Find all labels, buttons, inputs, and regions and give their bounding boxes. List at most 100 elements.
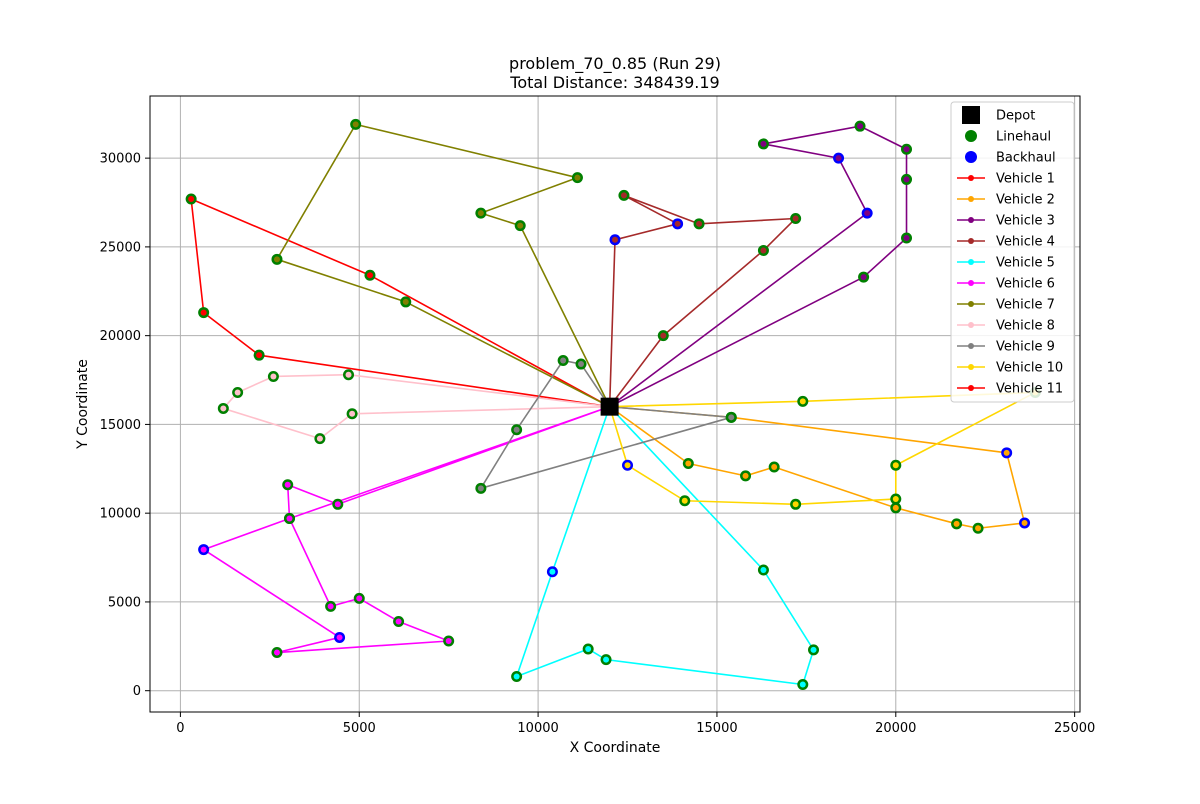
legend-route-marker [968,259,974,265]
legend-label: Vehicle 1 [996,172,1055,187]
vehicle-5-stop-marker [513,673,520,680]
y-tick-label: 5000 [108,595,141,610]
vehicle-1-stop-marker [200,309,207,316]
vehicle-5-stop-marker [549,568,556,575]
vehicle-1-route-line [190,198,611,408]
vehicle-7-stop-marker [273,256,280,263]
vehicle-4-stop-marker [792,215,799,222]
vehicle-5-stop-marker [585,645,592,652]
legend-linehaul-marker [965,130,977,142]
vehicle-4-stop-marker [612,236,618,243]
vehicle-8-route-line [222,373,610,440]
vehicle-4-stop-marker [760,247,767,254]
legend: Depot Linehaul Backhaul Vehicle 1 Vehicle 2 V… [950,101,1075,403]
vehicle-9-stop-marker [477,485,484,492]
legend-route-marker [968,385,974,391]
vehicle-7-stop-marker [402,298,409,305]
y-tick-label: 15000 [100,418,141,433]
vehicle-10-stop-marker [892,495,899,502]
vehicle-4-stop-marker [674,220,681,227]
vehicle-9-stop-marker [513,426,520,433]
legend-route-marker [968,196,974,202]
vehicle-4-stop-marker [620,192,627,199]
legend-label: Vehicle 7 [996,298,1055,313]
depot-layer [600,397,619,416]
vehicle-5-stop-marker [603,656,610,663]
vehicle-3-stop-marker [860,274,867,281]
legend-route-marker [968,301,974,307]
vehicle-7-stop-marker [352,121,359,128]
vehicle-4-stop-marker [660,332,667,339]
axis-ticks: 0 5000 10000 15000 20000 25000 0 5000 10000 15000… [100,152,1096,736]
vehicle-1-stop-marker [188,195,195,202]
vehicle-6-stop-marker [327,603,334,610]
vehicle-2-stop-marker [685,460,692,467]
legend-depot-marker [962,106,980,124]
legend-route-marker [968,322,974,328]
vehicle-5-stop-marker [799,681,806,688]
vehicle-3-stop-marker [835,155,842,162]
legend-label: Vehicle 9 [996,340,1055,355]
vehicle-9-stop-marker [560,357,567,364]
legend-label: Vehicle 6 [996,277,1055,292]
y-tick-label: 30000 [100,152,141,167]
vehicle-8-stop-marker [345,371,352,378]
x-tick-label: 15000 [696,721,737,736]
vehicle-2-stop-marker [742,472,749,479]
vehicle-2-stop-marker [1003,449,1010,456]
vehicle-6-stop-marker [273,649,280,656]
legend-label: Vehicle 3 [996,214,1055,229]
vehicle-6-stop-marker [356,595,363,602]
vehicle-10-stop-marker [892,462,899,469]
vehicle-6-stop-marker [336,634,343,641]
x-axis-label: X Coordinate [570,740,661,756]
chart-title: problem_70_0.85 (Run 29) [509,54,721,74]
vehicle-1-stop-marker [366,272,373,279]
legend-label: Backhaul [996,151,1056,166]
legend-backhaul-marker [965,151,977,163]
vehicle-5-stop-marker [810,646,817,653]
legend-label: Linehaul [996,130,1051,145]
legend-route-marker [968,280,974,286]
legend-label: Vehicle 2 [996,193,1055,208]
vehicle-3-stop-marker [864,210,871,217]
vehicle-6-stop-marker [200,546,207,553]
legend-label: Vehicle 4 [996,235,1055,250]
vehicle-8-stop-marker [270,373,277,380]
vehicle-3-stop-marker [760,140,767,147]
vehicle-6-route-line [202,405,610,654]
vehicle-7-stop-marker [477,210,484,217]
vehicle-10-stop-marker [792,501,799,508]
legend-label: Vehicle 5 [996,256,1055,271]
vehicle-7-stop-marker [574,174,581,181]
x-tick-label: 20000 [875,721,916,736]
vehicle-6-stop-marker [284,481,291,488]
y-tick-label: 0 [133,684,141,699]
vehicle-3-stop-marker [903,235,910,242]
x-tick-label: 25000 [1054,721,1095,736]
x-tick-label: 5000 [343,721,376,736]
vehicle-9-stop-marker [578,361,585,368]
legend-route-marker [968,175,974,181]
vehicle-2-stop-marker [953,520,960,527]
vehicle-2-stop-marker [1021,519,1028,526]
x-tick-label: 0 [176,721,184,736]
legend-route-marker [968,343,974,349]
vehicle-6-stop-marker [286,515,293,522]
vehicle-6-stop-marker [334,501,341,508]
vehicle-7-stop-marker [517,222,524,229]
legend-label: Vehicle 10 [996,361,1063,376]
legend-label: Vehicle 11 [996,382,1063,397]
vehicle-8-stop-marker [220,405,227,412]
depot-marker [600,397,619,416]
plot-frame [149,95,1081,713]
y-tick-label: 10000 [100,507,141,522]
vehicle-1-stop-marker [256,352,263,359]
vehicle-7-route-line [276,123,611,408]
vehicle-2-stop-marker [892,504,899,511]
legend-label: Depot [996,109,1035,124]
vehicle-2-stop-marker [771,464,778,471]
vehicle-5-stop-marker [760,566,767,573]
